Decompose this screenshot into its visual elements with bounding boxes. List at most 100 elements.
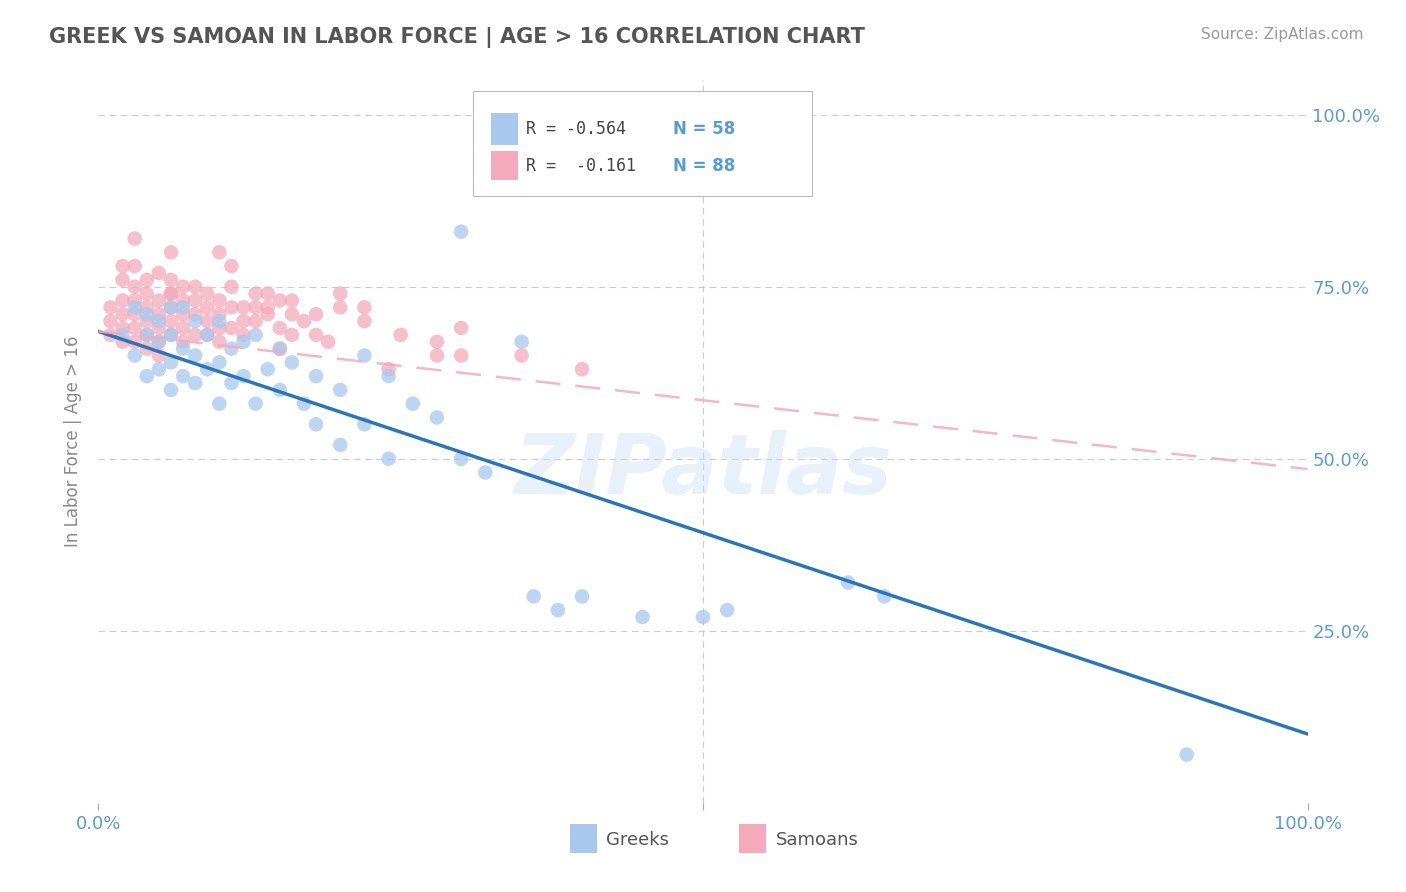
Point bbox=[305, 307, 328, 321]
Point bbox=[111, 307, 134, 321]
Point bbox=[281, 327, 304, 342]
Point bbox=[172, 307, 194, 321]
Point bbox=[837, 575, 859, 590]
Point bbox=[172, 293, 194, 308]
Point bbox=[100, 301, 122, 315]
Point bbox=[450, 349, 472, 363]
Point bbox=[208, 321, 231, 335]
Point bbox=[160, 355, 183, 369]
Point bbox=[124, 321, 146, 335]
Point bbox=[124, 349, 146, 363]
Point bbox=[148, 349, 170, 363]
Point bbox=[208, 355, 231, 369]
Point bbox=[232, 369, 254, 384]
Bar bbox=[492, 151, 517, 180]
Text: R = -0.564: R = -0.564 bbox=[526, 120, 627, 137]
Point bbox=[195, 301, 218, 315]
Point bbox=[450, 321, 472, 335]
Point bbox=[148, 293, 170, 308]
Point bbox=[716, 603, 738, 617]
Point bbox=[184, 279, 207, 293]
Point bbox=[160, 327, 183, 342]
Point bbox=[184, 327, 207, 342]
Point bbox=[172, 334, 194, 349]
Point bbox=[245, 286, 267, 301]
Point bbox=[450, 225, 472, 239]
Point bbox=[377, 451, 399, 466]
Point bbox=[135, 327, 157, 342]
Point bbox=[329, 383, 352, 397]
Point bbox=[245, 301, 267, 315]
Point bbox=[195, 286, 218, 301]
Point bbox=[111, 334, 134, 349]
Point bbox=[256, 301, 278, 315]
Point bbox=[100, 327, 122, 342]
Point bbox=[172, 342, 194, 356]
Point bbox=[292, 314, 315, 328]
Point bbox=[232, 314, 254, 328]
Text: GREEK VS SAMOAN IN LABOR FORCE | AGE > 16 CORRELATION CHART: GREEK VS SAMOAN IN LABOR FORCE | AGE > 1… bbox=[49, 27, 865, 48]
Point bbox=[245, 327, 267, 342]
Text: N = 88: N = 88 bbox=[672, 156, 735, 175]
Point bbox=[135, 314, 157, 328]
Point bbox=[160, 327, 183, 342]
Point bbox=[450, 451, 472, 466]
Point bbox=[281, 293, 304, 308]
Point bbox=[208, 293, 231, 308]
Point bbox=[221, 321, 243, 335]
Point bbox=[245, 314, 267, 328]
Point bbox=[221, 301, 243, 315]
Point bbox=[256, 307, 278, 321]
Point bbox=[172, 369, 194, 384]
Point bbox=[221, 342, 243, 356]
Point bbox=[124, 293, 146, 308]
Point bbox=[184, 314, 207, 328]
Point bbox=[281, 355, 304, 369]
Point bbox=[111, 293, 134, 308]
Point bbox=[1175, 747, 1198, 762]
Point bbox=[160, 383, 183, 397]
Point bbox=[148, 314, 170, 328]
Point bbox=[160, 301, 183, 315]
Point bbox=[474, 466, 496, 480]
Point bbox=[111, 327, 134, 342]
Point bbox=[692, 610, 714, 624]
Point bbox=[195, 327, 218, 342]
Point bbox=[389, 327, 412, 342]
Point bbox=[426, 334, 449, 349]
Point bbox=[353, 314, 375, 328]
Point bbox=[245, 397, 267, 411]
Point bbox=[377, 369, 399, 384]
Point bbox=[571, 590, 593, 604]
Point bbox=[160, 245, 183, 260]
Bar bbox=[740, 824, 766, 854]
Point bbox=[135, 327, 157, 342]
Point bbox=[148, 362, 170, 376]
Point bbox=[353, 301, 375, 315]
Point bbox=[160, 314, 183, 328]
Point bbox=[172, 279, 194, 293]
Point bbox=[329, 438, 352, 452]
Point bbox=[184, 293, 207, 308]
Point bbox=[232, 327, 254, 342]
Point bbox=[195, 327, 218, 342]
Point bbox=[256, 362, 278, 376]
Point bbox=[523, 590, 546, 604]
Text: Source: ZipAtlas.com: Source: ZipAtlas.com bbox=[1201, 27, 1364, 42]
Point bbox=[208, 245, 231, 260]
Point bbox=[148, 321, 170, 335]
Point bbox=[208, 307, 231, 321]
Bar bbox=[569, 824, 596, 854]
Point bbox=[232, 334, 254, 349]
Point bbox=[172, 321, 194, 335]
Text: Greeks: Greeks bbox=[606, 831, 669, 849]
Point bbox=[269, 321, 291, 335]
Point bbox=[148, 334, 170, 349]
Point bbox=[269, 342, 291, 356]
Point bbox=[353, 417, 375, 432]
Point bbox=[111, 259, 134, 273]
Point bbox=[124, 307, 146, 321]
Point bbox=[232, 301, 254, 315]
Point bbox=[305, 369, 328, 384]
Point bbox=[426, 410, 449, 425]
